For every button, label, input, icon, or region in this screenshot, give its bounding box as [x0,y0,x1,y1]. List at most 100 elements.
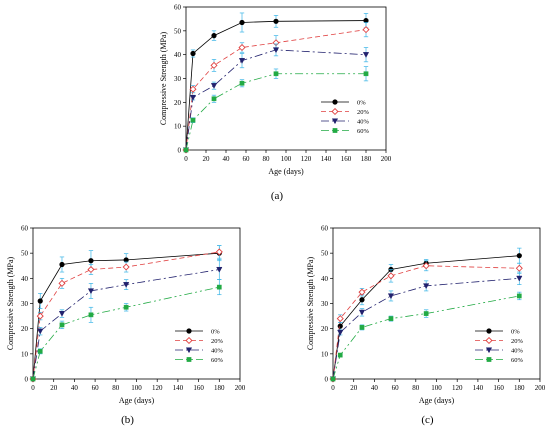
y-tick-label: 0 [325,376,329,384]
y-tick-label: 40 [174,51,182,59]
y-tick-label: 50 [321,250,329,258]
data-point [273,71,279,77]
x-tick-label: 100 [281,155,292,163]
y-tick-label: 40 [321,275,329,283]
data-point [59,261,65,268]
data-point [189,95,197,101]
legend-marker [186,328,192,334]
data-point [37,348,43,354]
series-line [185,49,367,151]
x-tick-label: 180 [514,384,525,392]
legend-marker [331,107,339,116]
y-tick-label: 0 [25,376,29,384]
x-tick-label: 80 [412,384,420,392]
data-point [123,304,129,310]
data-point [238,58,246,64]
y-tick-label: 30 [174,75,182,83]
legend-marker [185,336,193,345]
data-point [516,253,522,259]
x-tick-label: 20 [203,155,211,163]
data-point [58,279,66,287]
data-point [273,18,279,24]
series-40pct [29,259,223,383]
y-axis-title: Compressive Strength (MPa) [306,257,315,351]
legend-marker [485,347,493,354]
data-point [59,322,65,328]
x-tick-label: 60 [243,155,251,163]
y-tick-label: 10 [21,350,29,358]
x-axis-title: Age (days) [119,396,155,405]
y-tick-label: 50 [21,250,29,258]
x-tick-label: 120 [452,384,463,392]
x-tick-label: 60 [92,384,100,392]
y-tick-label: 20 [321,325,329,333]
y-tick-label: 40 [21,275,29,283]
legend-label: 0% [357,99,366,106]
x-tick-label: 20 [350,384,358,392]
data-point [272,47,280,54]
data-point [215,248,223,256]
data-point [363,71,369,77]
data-point [359,297,365,303]
legend-marker [486,357,492,362]
data-point [88,258,94,264]
series-0pct [183,12,369,153]
x-tick-label: 180 [361,155,372,163]
legend-label: 20% [357,109,370,116]
legend-label: 60% [211,357,224,364]
x-tick-label: 40 [371,384,379,392]
data-point [37,298,43,304]
legend-label: 40% [357,118,370,125]
data-point [362,26,370,34]
series-line [185,29,367,151]
y-tick-label: 10 [174,123,182,131]
x-tick-label: 40 [223,155,231,163]
series-line [32,269,220,380]
chart-panel-b: 0 20 40 60 80 100 120 140 160 180 200 0 10 20 30 40 50 60… [6,225,246,427]
x-tick-label: 120 [152,384,163,392]
data-point [358,288,366,296]
x-tick-label: 80 [263,155,271,163]
legend: 0% 20% 40% 60% [321,99,370,135]
data-point [183,147,189,153]
legend: 0% 20% 40% 60% [175,328,224,364]
x-tick-label: 140 [173,384,184,392]
data-point [211,96,217,102]
legend-label: 20% [211,338,224,345]
y-tick-label: 30 [321,300,329,308]
y-tick-label: 0 [178,147,182,155]
data-point [190,50,196,57]
data-point [189,85,197,93]
series-60pct [183,66,369,153]
data-point [359,325,365,330]
data-point [387,293,395,300]
y-tick-label: 20 [174,99,182,107]
data-point [423,283,430,290]
data-point [123,257,129,263]
data-point [362,52,370,58]
data-point [516,293,522,299]
data-point [330,376,336,382]
data-point [516,275,523,282]
x-tick-label: 200 [535,384,546,392]
x-tick-label: 180 [214,384,225,392]
x-tick-label: 160 [493,384,504,392]
x-tick-label: 80 [112,384,120,392]
legend-marker [185,347,193,354]
data-point [238,43,246,52]
series-line [185,73,366,151]
data-point [515,264,523,272]
x-tick-label: 0 [331,384,335,392]
panel-label: (b) [121,414,134,426]
data-point [336,315,344,323]
x-tick-label: 60 [392,384,400,392]
y-tick-label: 60 [321,225,329,233]
y-tick-label: 10 [321,350,329,358]
series-20pct [29,245,223,383]
panel-label: (c) [421,414,434,426]
data-point [422,262,430,270]
plot-frame [332,227,541,380]
series-20pct [329,260,523,383]
data-point [30,376,36,382]
data-point [211,32,217,39]
